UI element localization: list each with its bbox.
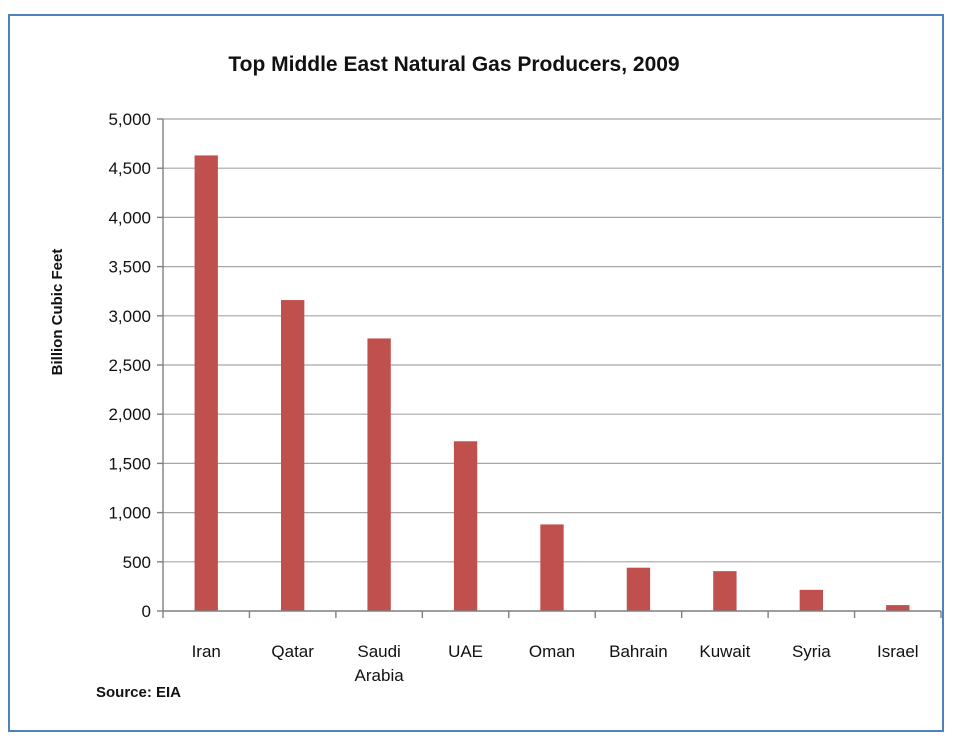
- chart-title: Top Middle East Natural Gas Producers, 2…: [228, 53, 679, 76]
- y-tick-label: 0: [142, 602, 151, 621]
- x-axis: [162, 119, 942, 618]
- x-tick-label: Kuwait: [699, 642, 750, 661]
- x-tick-label: Qatar: [271, 642, 314, 661]
- y-tick-label: 4,000: [108, 208, 151, 227]
- bar: [886, 605, 910, 611]
- y-tick-label: 1,500: [108, 454, 151, 473]
- x-tick-label: Syria: [792, 642, 831, 661]
- x-tick-label: UAE: [448, 642, 483, 661]
- bar: [799, 589, 824, 611]
- y-tick-label: 4,500: [108, 159, 151, 178]
- bar: [194, 155, 218, 611]
- x-tick-label: Iran: [192, 642, 221, 661]
- bar: [626, 567, 651, 611]
- y-tick-label: 2,000: [108, 405, 151, 424]
- bar: [453, 441, 478, 611]
- y-tick-label: 3,000: [108, 307, 151, 326]
- bar: [280, 300, 305, 611]
- source-note: Source: EIA: [96, 684, 181, 701]
- bar: [367, 338, 391, 611]
- y-tick-label: 500: [123, 553, 151, 572]
- y-tick-label: 2,500: [108, 356, 151, 375]
- chart-frame: [8, 14, 944, 732]
- y-axis-label: Billion Cubic Feet: [49, 249, 66, 376]
- y-axis-ticks: 0 500 1,000 1,500 2,000 2,500 3,000 3,500 4,000 4…: [108, 110, 163, 621]
- x-tick-label: Israel: [877, 642, 919, 661]
- x-tick-label: Saudi Arabia: [355, 642, 405, 685]
- x-tick-label: Oman: [529, 642, 575, 661]
- y-tick-label: 1,000: [108, 504, 151, 523]
- y-tick-label: 3,500: [108, 258, 151, 277]
- gridlines: [163, 118, 941, 563]
- bar: [540, 524, 564, 611]
- x-tick-label: Bahrain: [609, 642, 668, 661]
- y-tick-label: 5,000: [108, 110, 151, 129]
- bars: [194, 155, 910, 611]
- x-axis-categories: Iran Qatar Saudi Arabia UAE Oman Bahrain Kuwait…: [192, 642, 919, 685]
- bar: [713, 571, 737, 611]
